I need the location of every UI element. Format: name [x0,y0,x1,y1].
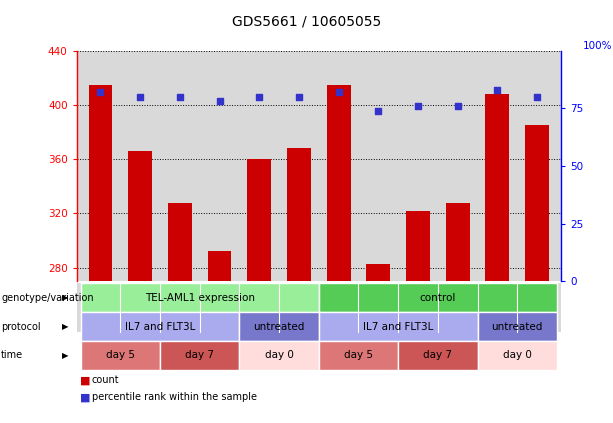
Text: day 0: day 0 [503,350,531,360]
Text: ■: ■ [80,375,90,385]
Point [492,87,502,93]
Point [532,93,542,100]
Bar [128,151,152,281]
Bar [485,94,509,281]
Point [96,89,105,96]
Text: ▶: ▶ [63,351,69,360]
Bar [168,203,192,281]
Text: ▶: ▶ [63,293,69,302]
Text: untreated: untreated [492,321,543,332]
Text: genotype/variation: genotype/variation [1,293,94,303]
Point [135,93,145,100]
Text: untreated: untreated [253,321,305,332]
Text: count: count [92,375,120,385]
Text: day 7: day 7 [185,350,214,360]
Point [175,93,185,100]
Text: day 5: day 5 [344,350,373,360]
Text: ■: ■ [80,392,90,402]
Text: day 7: day 7 [424,350,452,360]
Bar [367,264,390,281]
Point [215,98,224,105]
Bar [446,203,470,281]
Text: day 5: day 5 [106,350,135,360]
Bar [525,125,549,281]
Text: GDS5661 / 10605055: GDS5661 / 10605055 [232,15,381,29]
Bar [247,159,271,281]
Text: IL7 and FLT3L: IL7 and FLT3L [125,321,195,332]
Point [294,93,304,100]
Text: 100%: 100% [583,41,612,51]
Point [333,89,343,96]
Bar [406,211,430,281]
Text: percentile rank within the sample: percentile rank within the sample [92,392,257,402]
Text: protocol: protocol [1,321,41,332]
Point [413,103,423,110]
Bar [287,148,311,281]
Text: ▶: ▶ [63,322,69,331]
Point [453,103,463,110]
Text: control: control [420,293,456,303]
Point [373,107,383,114]
Text: TEL-AML1 expression: TEL-AML1 expression [145,293,254,303]
Bar [208,251,232,281]
Point [254,93,264,100]
Bar [327,85,351,281]
Bar [88,85,112,281]
Text: IL7 and FLT3L: IL7 and FLT3L [363,321,433,332]
Text: time: time [1,350,23,360]
Text: day 0: day 0 [265,350,294,360]
